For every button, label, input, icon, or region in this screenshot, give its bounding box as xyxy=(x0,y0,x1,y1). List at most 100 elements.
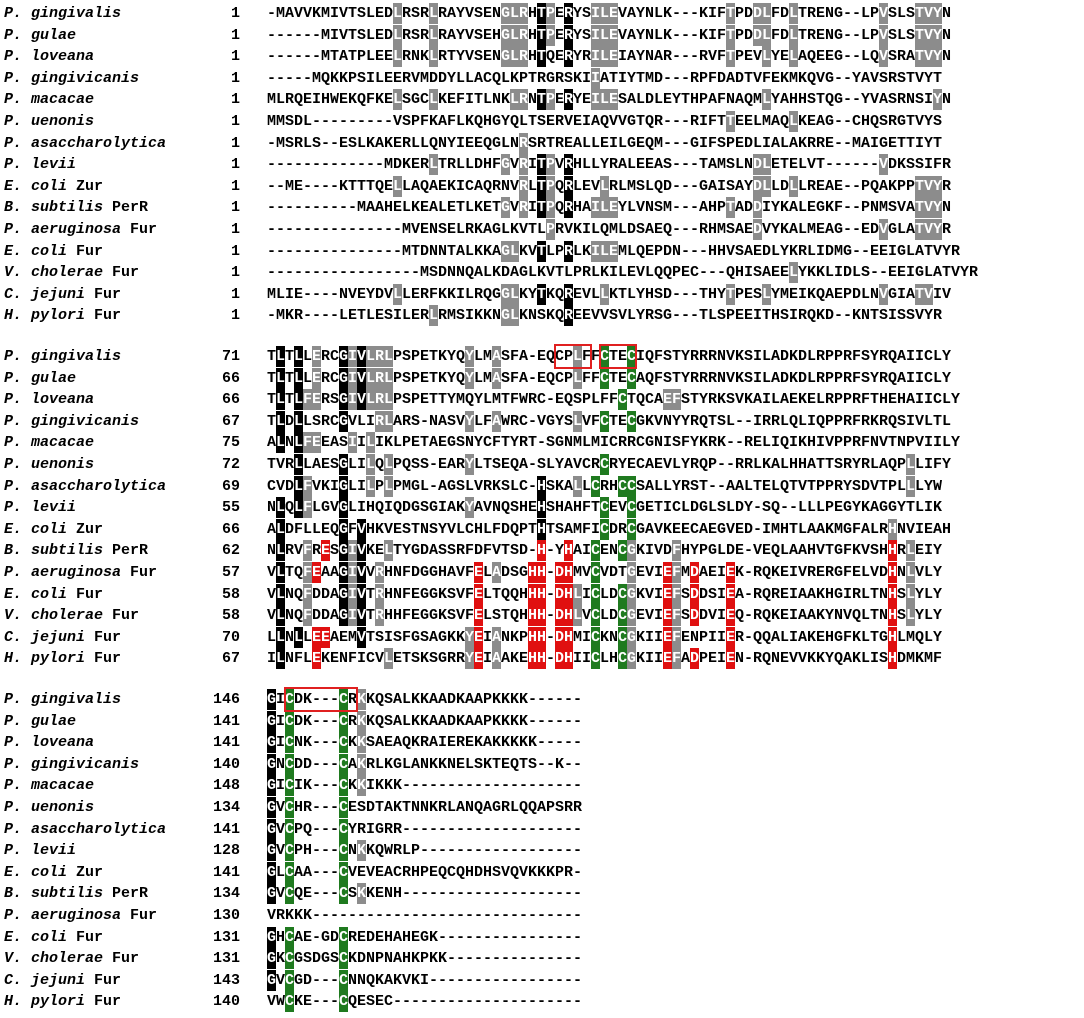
residue: I xyxy=(654,650,663,668)
residue: I xyxy=(312,91,321,109)
residue: E xyxy=(789,156,798,174)
residue: V xyxy=(879,434,888,452)
residue: G xyxy=(339,605,348,627)
residue: A xyxy=(753,391,762,409)
residue: L xyxy=(456,113,465,130)
residue: L xyxy=(771,177,780,195)
residue: Y xyxy=(771,91,780,109)
protein-name: Fur xyxy=(67,928,104,946)
residue: Q xyxy=(645,348,654,365)
residue: - xyxy=(672,5,681,22)
residue: D xyxy=(447,712,456,730)
residue: T xyxy=(267,391,276,409)
residue: R xyxy=(951,242,960,260)
residue: I xyxy=(807,412,816,430)
residue: Y xyxy=(933,628,942,646)
residue: R xyxy=(888,113,897,130)
residue: E xyxy=(789,391,798,409)
residue: T xyxy=(375,799,384,816)
residue: P xyxy=(816,477,825,495)
residue: K xyxy=(465,113,474,130)
residue: H xyxy=(555,499,564,517)
residue: T xyxy=(447,242,456,260)
residue: I xyxy=(906,369,915,387)
residue: N xyxy=(285,650,294,668)
residue: I xyxy=(924,156,933,174)
residue: E xyxy=(888,391,897,409)
residue: C xyxy=(627,410,636,432)
residue: G xyxy=(825,69,834,87)
residue: F xyxy=(717,91,726,109)
residue: H xyxy=(321,91,330,109)
residue: N xyxy=(339,650,348,668)
residue: - xyxy=(330,907,339,924)
residue: T xyxy=(366,585,375,603)
residue: M xyxy=(591,434,600,452)
organism-label: P. macacae xyxy=(4,89,94,110)
residue: I xyxy=(456,285,465,303)
residue: C xyxy=(636,456,645,473)
residue: C xyxy=(591,475,600,497)
residue: F xyxy=(708,134,717,152)
residue: L xyxy=(861,26,870,44)
residue: H xyxy=(528,605,537,627)
residue: Y xyxy=(825,650,834,668)
residue: E xyxy=(339,134,348,152)
residue: F xyxy=(348,650,357,668)
residue: F xyxy=(843,628,852,646)
residue: R xyxy=(438,5,447,22)
residue: E xyxy=(375,307,384,325)
residue: K xyxy=(501,712,510,730)
residue: E xyxy=(708,650,717,668)
residue: - xyxy=(843,221,852,238)
residue: E xyxy=(726,626,735,648)
residue: T xyxy=(726,46,735,68)
residue: L xyxy=(429,305,438,327)
residue: T xyxy=(438,391,447,409)
residue: G xyxy=(492,285,501,303)
residue: K xyxy=(438,607,447,625)
residue: T xyxy=(546,520,555,538)
residue: - xyxy=(474,777,483,795)
residue: K xyxy=(411,691,420,708)
residue: - xyxy=(330,199,339,217)
residue: T xyxy=(285,348,294,365)
residue: V xyxy=(465,5,474,22)
residue: E xyxy=(735,113,744,130)
residue: - xyxy=(456,885,465,903)
alignment-row: B. subtilis PerR 1- - - - - - - - - - M A A H E L K E A L E T L… xyxy=(0,197,1084,219)
residue: G xyxy=(546,69,555,87)
residue: L xyxy=(402,307,411,325)
residue: M xyxy=(807,221,816,238)
residue: - xyxy=(312,971,321,989)
residue: K xyxy=(852,542,861,560)
residue: L xyxy=(384,540,393,562)
residue: H xyxy=(708,199,717,217)
residue: E xyxy=(888,134,897,152)
residue: L xyxy=(654,5,663,22)
residue: E xyxy=(681,264,690,282)
residue: - xyxy=(690,177,699,195)
residue: I xyxy=(924,91,933,109)
residue-start-number: 141 xyxy=(212,820,240,838)
residue: - xyxy=(267,242,276,260)
residue: Q xyxy=(348,993,357,1011)
residue: - xyxy=(519,842,528,860)
residue: S xyxy=(492,456,501,473)
residue: G xyxy=(699,177,708,195)
residue: D xyxy=(420,542,429,560)
residue: M xyxy=(285,177,294,195)
residue: L xyxy=(897,477,906,495)
residue: C xyxy=(285,969,294,991)
residue: D xyxy=(888,156,897,174)
residue: E xyxy=(438,456,447,473)
residue: S xyxy=(501,369,510,387)
residue: D xyxy=(780,26,789,44)
residue: E xyxy=(816,221,825,238)
residue: E xyxy=(420,199,429,217)
residue: P xyxy=(294,820,303,838)
residue: - xyxy=(321,842,330,860)
residue: K xyxy=(348,91,357,109)
residue: N xyxy=(645,199,654,217)
residue: V xyxy=(915,113,924,130)
